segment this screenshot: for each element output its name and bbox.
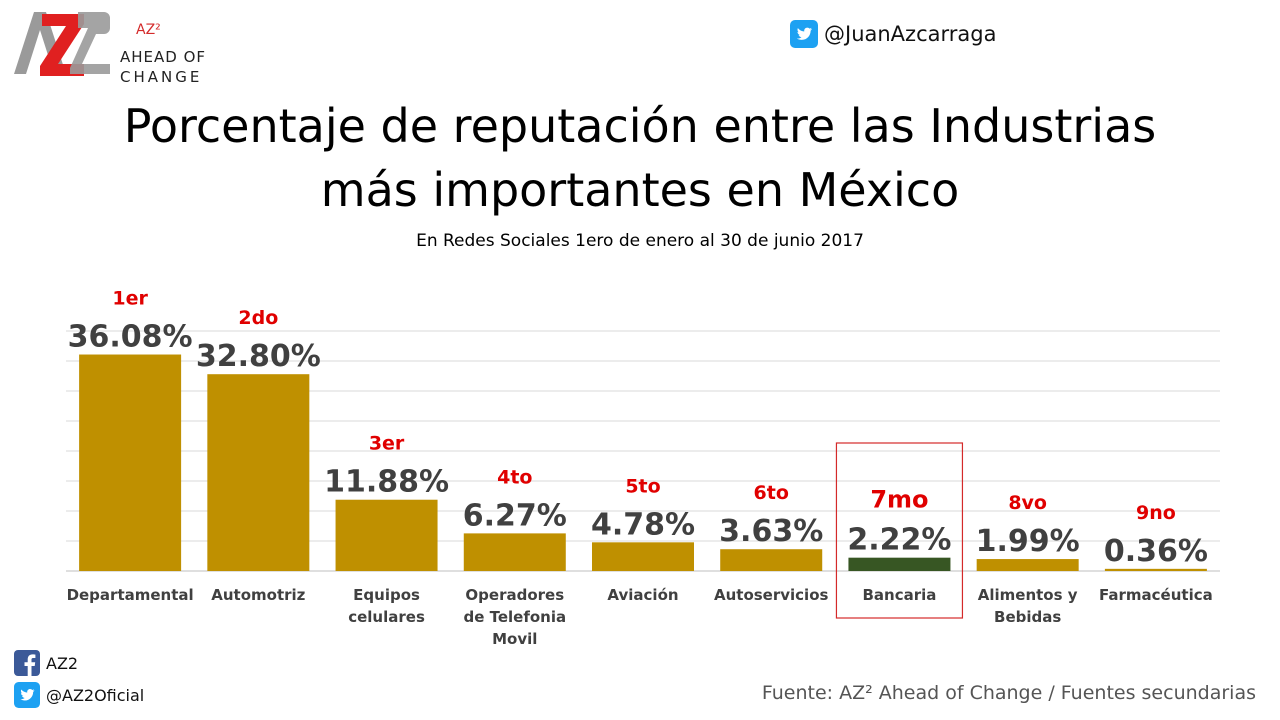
- rank-label: 9no: [1136, 502, 1176, 524]
- bar: [207, 374, 310, 571]
- twitter-icon: [790, 20, 818, 48]
- logo-tagline-1: AHEAD OF: [120, 48, 207, 66]
- bar: [976, 559, 1079, 571]
- bar: [592, 542, 694, 571]
- rank-label: 5to: [625, 475, 660, 497]
- bar: [335, 499, 438, 571]
- facebook-name: AZ2: [46, 653, 79, 673]
- az2-logo-mark: [14, 12, 110, 76]
- chart-title-line-2: más importantes en México: [320, 163, 960, 217]
- category-label: Alimentos y Bebidas: [978, 586, 1078, 626]
- rank-label: 4to: [497, 466, 532, 488]
- logo-superscript: AZ²: [136, 22, 161, 38]
- rank-label: 3er: [369, 433, 405, 455]
- chart-title: Porcentaje de reputación entre las Indus…: [0, 94, 1280, 222]
- bar: [848, 557, 951, 571]
- twitter-icon: [14, 682, 40, 708]
- value-label: 1.99%: [976, 524, 1080, 559]
- twitter-handle-top[interactable]: @JuanAzcarraga: [790, 20, 996, 48]
- category-label: Departamental: [67, 586, 194, 604]
- value-label: 3.63%: [719, 514, 823, 549]
- value-label: 4.78%: [591, 507, 695, 542]
- category-label: Aviación: [607, 586, 678, 604]
- facebook-icon: [14, 650, 40, 676]
- category-label: Farmacéutica: [1099, 586, 1213, 604]
- value-label: 32.80%: [196, 339, 321, 374]
- value-label: 11.88%: [324, 465, 449, 500]
- bar: [720, 549, 823, 571]
- chart-title-line-1: Porcentaje de reputación entre las Indus…: [123, 99, 1157, 153]
- bar: [463, 533, 566, 571]
- source-note: Fuente: AZ² Ahead of Change / Fuentes se…: [761, 682, 1256, 704]
- value-label: 0.36%: [1104, 534, 1208, 569]
- twitter-handle-footer: @AZ2Oficial: [46, 685, 145, 705]
- value-label: 6.27%: [463, 498, 567, 533]
- chart-subtitle: En Redes Sociales 1ero de enero al 30 de…: [416, 231, 864, 251]
- rank-label: 2do: [238, 307, 278, 329]
- bar: [79, 354, 182, 571]
- category-label: Equipos celulares: [348, 586, 425, 626]
- logo-tagline-2: CHANGE: [120, 68, 203, 86]
- facebook-link[interactable]: AZ2: [14, 650, 78, 676]
- rank-label: 8vo: [1008, 492, 1047, 514]
- category-label: Automotriz: [211, 586, 305, 604]
- value-label: 2.22%: [847, 523, 951, 558]
- az2-logo: AZ² AHEAD OF CHANGE: [12, 8, 212, 86]
- highlight-box: [835, 442, 964, 619]
- rank-label: 7mo: [870, 486, 928, 514]
- rank-label: 6to: [754, 482, 789, 504]
- category-label: Bancaria: [862, 586, 936, 604]
- bar: [1104, 568, 1207, 571]
- category-label: Operadores de Telefonia Movil: [463, 586, 566, 648]
- twitter-link-footer[interactable]: @AZ2Oficial: [14, 682, 144, 708]
- value-label: 36.08%: [68, 320, 193, 355]
- rank-label: 1er: [112, 288, 148, 310]
- category-label: Autoservicios: [714, 586, 829, 604]
- twitter-handle-text: @JuanAzcarraga: [824, 22, 997, 46]
